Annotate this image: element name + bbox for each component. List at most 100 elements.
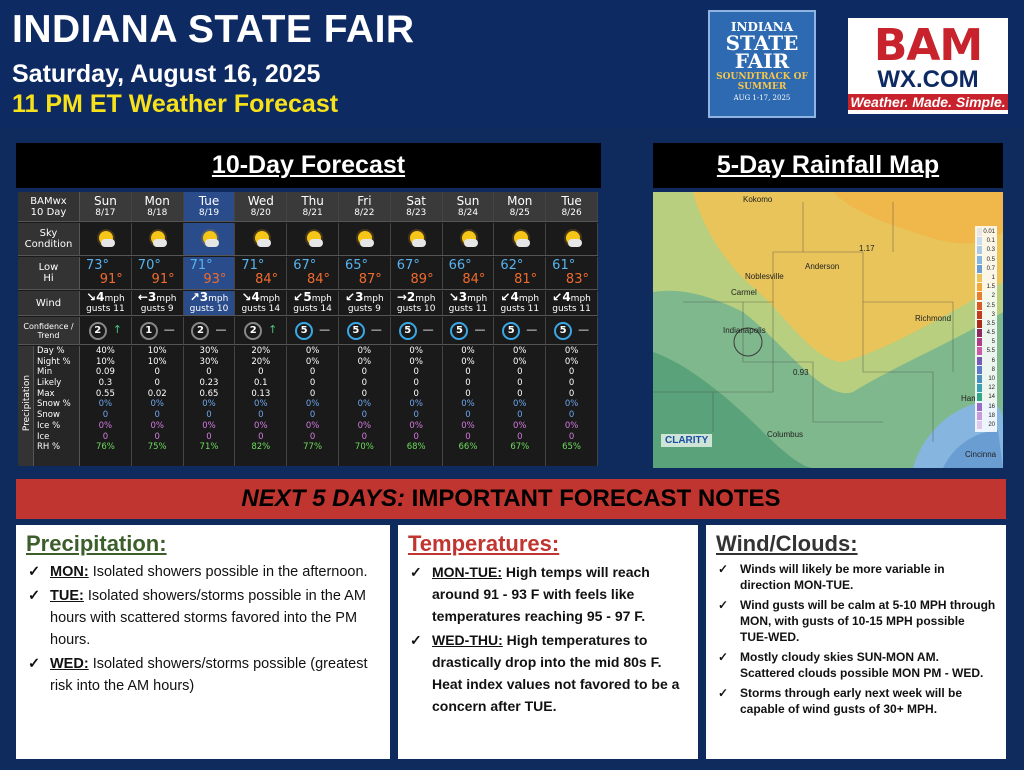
confidence-ring: 1: [139, 321, 158, 340]
wind-unit: mph: [259, 294, 281, 304]
precip-value: 10%: [147, 356, 167, 367]
precip-value: 0.09: [95, 367, 115, 378]
wind-gusts: gusts 11: [448, 304, 488, 314]
precip-value: 0: [154, 378, 160, 389]
sky-cell: [183, 223, 236, 255]
precip-value: 0.13: [251, 388, 271, 399]
precip-value: 0%: [564, 420, 579, 431]
legend-label: 3: [991, 311, 995, 318]
precip-column: 0% 0% 0 0 0 0% 0 0% 0 65%: [546, 346, 598, 466]
confidence-cell: 1—: [132, 317, 184, 344]
partly-sunny-icon: [198, 228, 220, 250]
note-item: ✓ Wind gusts will be calm at 5-10 MPH thr…: [716, 597, 996, 645]
confidence-wrap: 5—: [391, 321, 442, 340]
confidence-wrap: 2—: [184, 321, 235, 340]
legend-entry: 14: [977, 393, 995, 402]
legend-label: 0.01: [983, 229, 995, 235]
legend-label: 0.1: [986, 238, 995, 245]
legend-label: 3.5: [986, 320, 995, 327]
precip-column: 0% 0% 0 0 0 0% 0 0% 0 77%: [287, 346, 339, 466]
precip-value: 0: [413, 388, 419, 399]
precip-value: 0%: [461, 420, 475, 431]
precip-value: 0: [568, 367, 575, 378]
temp-cell: 70° 91°: [132, 257, 184, 289]
precip-value: 66%: [458, 442, 478, 453]
precip-value: 76%: [95, 442, 115, 453]
precip-value: 0%: [409, 399, 423, 410]
legend-label: 5.5: [986, 348, 995, 355]
precip-value: 0: [309, 367, 316, 378]
legend-swatch: [977, 292, 982, 301]
rainfall-heading: 5-Day Rainfall Map: [653, 143, 1003, 188]
sky-cell: [494, 223, 547, 255]
legend-swatch: [977, 319, 982, 328]
precip-value: 0: [568, 431, 575, 442]
precip-value: 0: [465, 388, 471, 399]
low-temp: 73°: [86, 258, 110, 273]
legend-entry: 0.1: [977, 237, 995, 246]
legend-entry: 5.5: [977, 347, 995, 356]
note-text: Storms through early next week will be c…: [740, 686, 963, 716]
precip-value: 0%: [513, 399, 527, 410]
wind-speed-line: ↗3mph: [184, 291, 235, 304]
precip-value: 0: [517, 367, 523, 378]
temperature-row: Low Hi 73° 91° 70° 91° 71° 93° 71° 84° 67° 84° 65° 8…: [18, 257, 598, 290]
sky-cell: [287, 223, 339, 255]
day-name: Fri: [357, 194, 372, 208]
wind-row: Wind ↘4mph gusts 11 ←3mph gusts 9 ↗3mph gusts…: [18, 291, 598, 316]
precip-value: 0: [465, 410, 471, 421]
legend-label: 2.5: [986, 302, 995, 309]
precip-label: Night %: [37, 356, 71, 367]
forecast-heading: 10-Day Forecast: [16, 143, 601, 188]
legend-entry: 0.3: [977, 246, 995, 255]
precip-value: 0: [465, 431, 471, 442]
wind-unit: mph: [570, 294, 591, 304]
wind-cell: ←3mph gusts 9: [132, 291, 184, 315]
temp-cell: 71° 84°: [235, 257, 288, 289]
legend-label: 5: [991, 339, 995, 346]
confidence-row: Confidence / Trend 2 ↑ 1—2—2 ↑ 5—5—5—5—5—5—: [18, 317, 598, 345]
precip-value: 0%: [202, 420, 216, 431]
precip-column: 0% 0% 0 0 0 0% 0 0% 0 67%: [494, 346, 547, 466]
confidence-ring: 5: [554, 321, 573, 340]
wind-cell: →2mph gusts 10: [391, 291, 443, 315]
precip-value: 0: [361, 388, 368, 399]
low-temp: 61°: [552, 258, 576, 273]
precip-value: 0: [517, 378, 523, 389]
day-name: Sun: [93, 194, 117, 208]
city-indianapolis: Indianapolis: [723, 326, 766, 335]
value-label-2: 0.93: [793, 368, 809, 377]
legend-entry: 18: [977, 411, 995, 421]
check-icon: ✓: [718, 598, 729, 612]
wind-cell: ↘4mph gusts 14: [235, 291, 288, 315]
wind-speed: →2: [396, 290, 416, 304]
precip-value: 0: [361, 431, 368, 442]
low-temp: 71°: [241, 258, 265, 273]
precip-value: 10%: [95, 356, 115, 367]
confidence-ring: 5: [346, 321, 365, 340]
wind-speed-line: ←3mph: [132, 291, 183, 304]
temp-cell: 67° 89°: [391, 257, 443, 289]
precip-value: 0: [206, 367, 212, 378]
wind-gusts: gusts 11: [86, 304, 125, 314]
wind-unit: mph: [208, 294, 229, 304]
legend-label: 8: [991, 366, 995, 373]
partly-sunny-icon: [302, 228, 324, 250]
precip-value: 0: [154, 367, 160, 378]
precip-value: 0: [361, 410, 368, 421]
city-richmond: Richmond: [915, 314, 952, 323]
trend-icon: ↑: [112, 322, 122, 336]
check-icon: ✓: [28, 588, 41, 604]
legend-label: 0.7: [986, 265, 995, 272]
day-cell: Wed 8/20: [235, 192, 288, 221]
day-date: 8/23: [406, 208, 427, 218]
thunderstorm-icon: [94, 228, 116, 250]
check-icon: ✓: [28, 656, 41, 672]
precip-label: Day %: [37, 346, 65, 356]
precip-value: 0: [102, 410, 109, 421]
precip-value: 0: [413, 431, 419, 442]
confidence-cell: 2 ↑: [80, 317, 132, 344]
page-title: INDIANA STATE FAIR: [12, 8, 415, 51]
wind-unit: mph: [518, 294, 540, 304]
sky-cell: [80, 223, 132, 255]
